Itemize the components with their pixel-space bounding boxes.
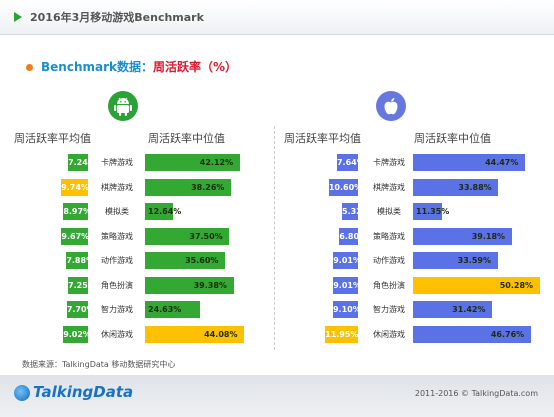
ios-avg-bar-2: 5.32% (342, 203, 370, 220)
header-bar: 2016年3月移动游戏Benchmark (0, 0, 554, 35)
ios-median-bar-7 (413, 326, 531, 343)
ios-median-bar-5 (413, 277, 540, 294)
android-median-bar-2 (145, 203, 174, 220)
logo-text: TalkingData (33, 383, 134, 401)
ios-category-label-3: 策略游戏 (373, 232, 405, 241)
android-avg-bar-4: 7.88% (66, 252, 94, 269)
ios-category-label-7: 休闲游戏 (373, 330, 405, 339)
ios-median-bar-3 (413, 228, 512, 245)
ios-median-value-7: 46.76% (490, 330, 525, 339)
android-category-label-3: 策略游戏 (101, 232, 133, 241)
android-category-label-0: 卡牌游戏 (101, 158, 133, 167)
android-category-label-6: 智力游戏 (101, 305, 133, 314)
android-median-value-2: 12.64% (148, 207, 182, 216)
android-icon (108, 91, 138, 121)
ios-median-bar-2 (413, 203, 442, 220)
ios-avg-bar-1: 10.60% (328, 179, 362, 196)
bullet-dot-icon (26, 64, 33, 71)
ios-avg-bar-6: 9.10% (332, 301, 361, 318)
ios-category-label-1: 棋牌游戏 (373, 183, 405, 192)
android-median-bar-3 (145, 228, 230, 245)
android-median-value-7: 44.08% (204, 330, 238, 339)
android-median-value-6: 24.63% (148, 305, 182, 314)
ios-median-value-2: 11.35% (416, 207, 450, 216)
android-category-label-2: 模拟类 (105, 207, 129, 216)
android-category-label-7: 休闲游戏 (101, 330, 133, 339)
android-avg-bar-1: 9.74% (61, 179, 89, 196)
android-avg-header: 周活跃率平均值 (14, 132, 91, 145)
android-median-header: 周活跃率中位值 (148, 132, 225, 145)
android-avg-bar-6: 7.70% (66, 301, 95, 318)
apple-icon (376, 91, 406, 121)
android-category-label-4: 动作游戏 (101, 256, 133, 265)
ios-category-label-2: 模拟类 (377, 207, 401, 216)
data-source-note: 数据来源：TalkingData 移动数据研究中心 (22, 360, 176, 369)
android-avg-bar-0: 7.24% (68, 154, 96, 171)
android-median-value-4: 35.60% (185, 256, 219, 265)
ios-median-value-6: 31.42% (452, 305, 486, 314)
ios-category-label-6: 智力游戏 (373, 305, 405, 314)
android-median-value-0: 42.12% (199, 158, 234, 167)
android-median-bar-7 (145, 326, 245, 343)
ios-avg-bar-5: 9.01% (333, 277, 361, 294)
android-median-value-5: 39.38% (193, 281, 227, 290)
android-median-value-3: 37.50% (189, 232, 223, 241)
subtitle-metric: 周活跃率（%） (153, 60, 238, 74)
android-avg-bar-2: 8.97% (63, 203, 91, 220)
ios-median-value-3: 39.18% (471, 232, 506, 241)
android-median-value-1: 38.26% (191, 183, 225, 192)
ios-avg-bar-4: 9.01% (333, 252, 361, 269)
ios-median-value-1: 33.88% (458, 183, 492, 192)
ios-category-label-5: 角色扮演 (373, 281, 405, 290)
android-avg-bar-3: 9.67% (61, 228, 89, 245)
android-median-bar-4 (145, 252, 226, 269)
ios-category-label-0: 卡牌游戏 (373, 158, 405, 167)
android-median-bar-0 (145, 154, 240, 171)
android-avg-bar-7: 9.02% (63, 326, 91, 343)
subtitle-prefix: Benchmark数据： (41, 60, 153, 74)
ios-median-value-0: 44.47% (485, 158, 519, 167)
ios-category-label-4: 动作游戏 (373, 256, 405, 265)
copyright: 2011-2016 © TalkingData.com (414, 389, 538, 398)
android-category-label-1: 棋牌游戏 (101, 183, 133, 192)
ios-median-bar-1 (413, 179, 499, 196)
android-median-bar-6 (145, 301, 201, 318)
ios-median-bar-0 (413, 154, 526, 171)
android-median-bar-1 (145, 179, 232, 196)
page-title: 2016年3月移动游戏Benchmark (30, 11, 204, 24)
android-median-bar-5 (145, 277, 234, 294)
talkingdata-logo: TalkingData (14, 383, 133, 401)
ios-avg-bar-0: 7.64% (336, 154, 365, 171)
ios-median-header: 周活跃率中位值 (414, 132, 491, 145)
ios-avg-bar-7: 11.95% (325, 326, 358, 343)
ios-median-bar-6 (413, 301, 493, 318)
logo-mark-icon (14, 384, 30, 401)
ios-median-value-4: 33.59% (457, 256, 491, 265)
android-category-label-5: 角色扮演 (101, 281, 133, 290)
ios-median-value-5: 50.28% (499, 281, 534, 290)
footer-bar: TalkingData 2011-2016 © TalkingData.com (0, 375, 554, 417)
ios-avg-bar-3: 6.80% (339, 228, 367, 245)
chart-subtitle: Benchmark数据：周活跃率（%） (26, 58, 237, 75)
android-avg-bar-5: 7.25% (68, 277, 96, 294)
ios-median-bar-4 (413, 252, 498, 269)
ios-avg-header: 周活跃率平均值 (284, 132, 361, 145)
platform-divider (274, 126, 275, 350)
play-triangle-icon (14, 12, 22, 22)
